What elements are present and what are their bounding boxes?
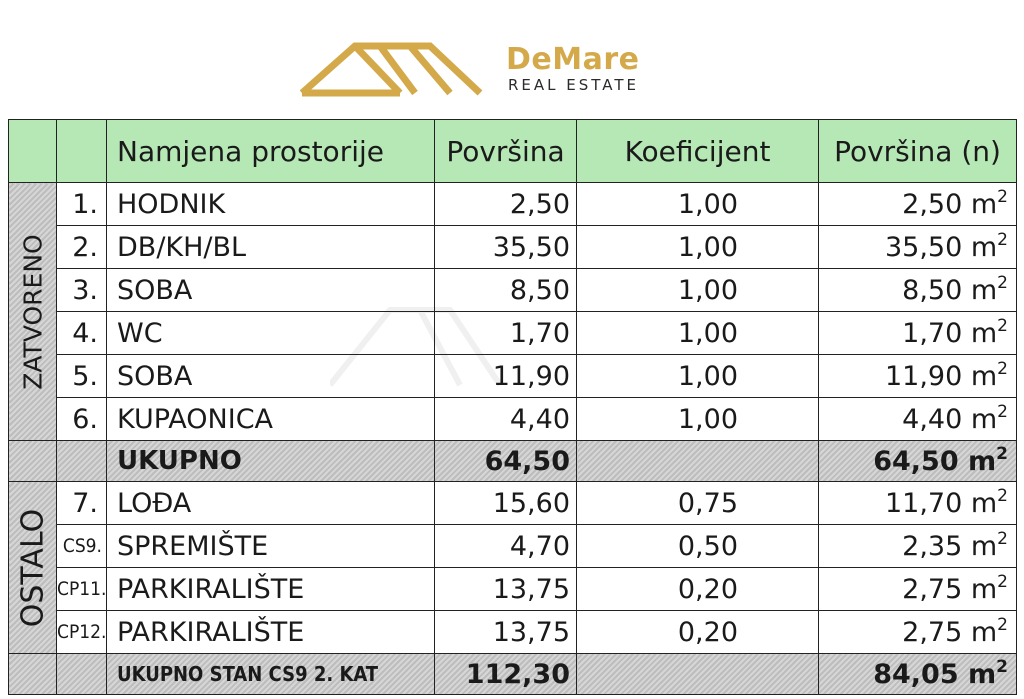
row-number: CP12. (56, 610, 107, 654)
subtotal-row: UKUPNO 64,50 64,50 m2 (8, 440, 1017, 482)
room-area-table: Namjena prostorije Površina Koeficijent … (8, 119, 1017, 695)
table-row: CP12. PARKIRALIŠTE 13,75 0,20 2,75 m2 (9, 610, 1017, 654)
table-row: OSTALO 7. LOĐA 15,60 0,75 11,70 m2 (8, 481, 1017, 654)
brand-name: DeMare (506, 42, 640, 77)
room-area: 1,70 (434, 311, 577, 355)
table-row: CS9. SPREMIŠTE 4,70 0,50 2,35 m2 (9, 524, 1017, 568)
room-net-area: 2,75 m2 (818, 610, 1017, 654)
room-area: 11,90 (434, 354, 577, 398)
header-area: Površina (434, 119, 577, 183)
room-name: DB/KH/BL (106, 225, 435, 269)
room-name: PARKIRALIŠTE (106, 567, 435, 611)
table-row: 6. KUPAONICA 4,40 1,00 4,40 m2 (9, 397, 1017, 441)
table-row: CP11. PARKIRALIŠTE 13,75 0,20 2,75 m2 (9, 567, 1017, 611)
room-net-area: 11,90 m2 (818, 354, 1017, 398)
room-area: 13,75 (434, 610, 577, 654)
group-label-other: OSTALO (8, 481, 57, 654)
subtotal-area: 64,50 (434, 440, 577, 482)
brand-tagline: REAL ESTATE (508, 76, 640, 94)
row-number: 7. (56, 481, 107, 525)
row-number: 6. (56, 397, 107, 441)
room-area: 4,70 (434, 524, 577, 568)
header-purpose: Namjena prostorije (106, 119, 435, 183)
table-row: ZATVORENO 1. HODNIK 2,50 1,00 2,50 m2 (8, 182, 1017, 441)
row-number: CS9. (56, 524, 107, 568)
room-area: 15,60 (434, 481, 577, 525)
header-corner (8, 119, 57, 183)
table-row: 5. SOBA 11,90 1,00 11,90 m2 (9, 354, 1017, 398)
table-row: 3. SOBA 8,50 1,00 8,50 m2 (9, 268, 1017, 312)
header-coefficient: Koeficijent (576, 119, 819, 183)
row-number: 3. (56, 268, 107, 312)
room-coefficient: 1,00 (576, 397, 819, 441)
room-coefficient: 0,75 (576, 481, 819, 525)
room-area: 13,75 (434, 567, 577, 611)
room-name: PARKIRALIŠTE (106, 610, 435, 654)
roof-logo-icon (300, 42, 483, 97)
room-net-area: 11,70 m2 (818, 481, 1017, 525)
room-name: SOBA (106, 268, 435, 312)
total-label: UKUPNO STAN CS9 2. KAT (106, 653, 435, 695)
room-coefficient: 0,20 (576, 567, 819, 611)
room-area: 2,50 (434, 182, 577, 226)
total-net-area: 84,05 m2 (818, 653, 1017, 695)
room-name: LOĐA (106, 481, 435, 525)
room-net-area: 4,40 m2 (818, 397, 1017, 441)
room-name: SPREMIŠTE (106, 524, 435, 568)
table-row: 2. DB/KH/BL 35,50 1,00 35,50 m2 (9, 225, 1017, 269)
subtotal-label: UKUPNO (106, 440, 435, 482)
row-number: 4. (56, 311, 107, 355)
room-net-area: 2,75 m2 (818, 567, 1017, 611)
company-logo: DeMare REAL ESTATE (300, 38, 700, 100)
room-net-area: 2,35 m2 (818, 524, 1017, 568)
room-area: 8,50 (434, 268, 577, 312)
table-header-row: Namjena prostorije Površina Koeficijent … (8, 119, 1017, 183)
room-coefficient: 1,00 (576, 182, 819, 226)
room-area: 4,40 (434, 397, 577, 441)
room-area: 35,50 (434, 225, 577, 269)
room-net-area: 35,50 m2 (818, 225, 1017, 269)
room-net-area: 8,50 m2 (818, 268, 1017, 312)
room-name: WC (106, 311, 435, 355)
room-coefficient: 0,20 (576, 610, 819, 654)
total-row: UKUPNO STAN CS9 2. KAT 112,30 84,05 m2 (8, 653, 1017, 695)
room-net-area: 2,50 m2 (818, 182, 1017, 226)
row-number: 2. (56, 225, 107, 269)
room-coefficient: 1,00 (576, 225, 819, 269)
group-label-closed: ZATVORENO (8, 182, 57, 441)
row-number: 1. (56, 182, 107, 226)
room-name: HODNIK (106, 182, 435, 226)
row-number: CP11. (56, 567, 107, 611)
subtotal-net-area: 64,50 m2 (818, 440, 1017, 482)
room-coefficient: 1,00 (576, 268, 819, 312)
room-name: KUPAONICA (106, 397, 435, 441)
header-net-area: Površina (n) (818, 119, 1017, 183)
table-row: 4. WC 1,70 1,00 1,70 m2 (9, 311, 1017, 355)
header-corner (56, 119, 107, 183)
row-number: 5. (56, 354, 107, 398)
room-coefficient: 1,00 (576, 311, 819, 355)
total-area: 112,30 (434, 653, 577, 695)
room-name: SOBA (106, 354, 435, 398)
room-coefficient: 1,00 (576, 354, 819, 398)
room-coefficient: 0,50 (576, 524, 819, 568)
room-net-area: 1,70 m2 (818, 311, 1017, 355)
